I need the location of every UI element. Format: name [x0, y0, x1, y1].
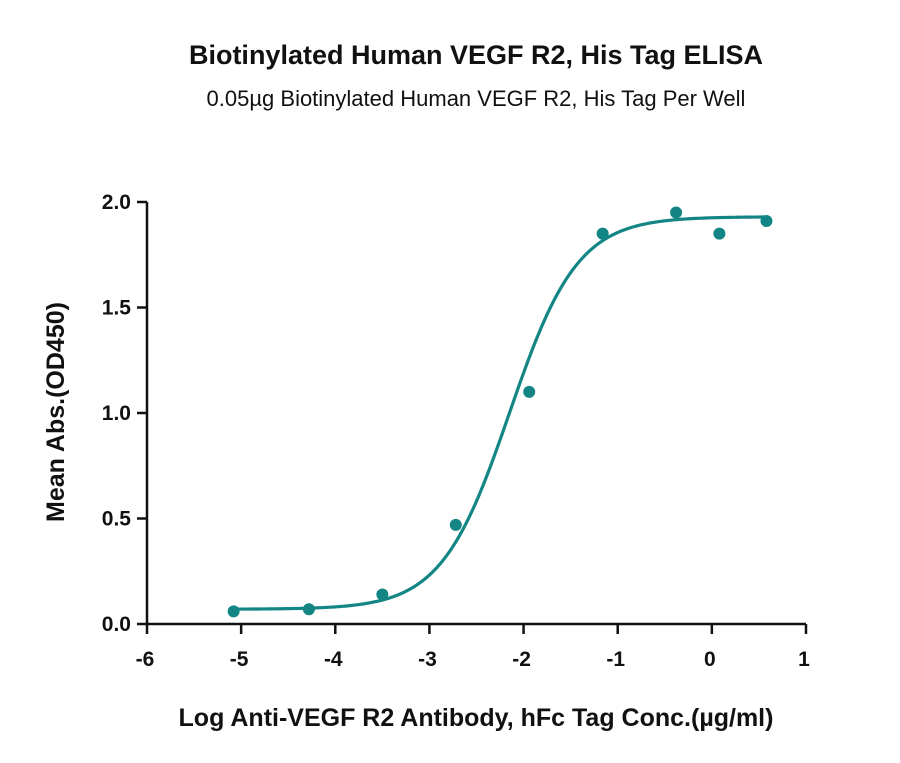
data-point [670, 206, 683, 219]
y-tick-label: 2.0 [102, 191, 131, 214]
y-axis-title: Mean Abs.(OD450) [42, 302, 70, 522]
x-tick-label: -1 [606, 648, 625, 671]
data-point [760, 214, 773, 227]
axes: -6 -5 -4 -3 -2 -1 0 1 0.0 0.5 1.0 1.5 2.0 [102, 191, 810, 671]
y-axis-ticks: 0.0 0.5 1.0 1.5 2.0 [102, 191, 147, 636]
chart-subtitle: 0.05µg Biotinylated Human VEGF R2, His T… [207, 86, 746, 111]
x-tick-label: -5 [230, 648, 249, 671]
y-tick-label: 1.5 [102, 297, 132, 320]
data-point [713, 227, 726, 240]
y-tick-label: 1.0 [102, 402, 131, 425]
x-tick-label: -3 [418, 648, 437, 671]
x-axis-title: Log Anti-VEGF R2 Antibody, hFc Tag Conc.… [179, 704, 774, 732]
x-axis-ticks: -6 -5 -4 -3 -2 -1 0 1 [136, 624, 810, 671]
data-point [449, 518, 462, 531]
plot-area [227, 206, 773, 618]
x-tick-label: 1 [798, 648, 810, 671]
y-tick-label: 0.0 [102, 613, 131, 636]
data-point [376, 588, 389, 601]
x-tick-label: -2 [512, 648, 531, 671]
x-tick-label: -6 [136, 648, 155, 671]
x-tick-label: 0 [704, 648, 716, 671]
chart-title: Biotinylated Human VEGF R2, His Tag ELIS… [189, 40, 763, 70]
data-point [227, 605, 240, 618]
data-point [523, 385, 536, 398]
data-point [302, 603, 315, 616]
y-tick-label: 0.5 [102, 508, 132, 531]
data-point [596, 227, 609, 240]
data-points [227, 206, 773, 618]
fit-curve [232, 215, 769, 611]
x-tick-label: -4 [324, 648, 343, 671]
